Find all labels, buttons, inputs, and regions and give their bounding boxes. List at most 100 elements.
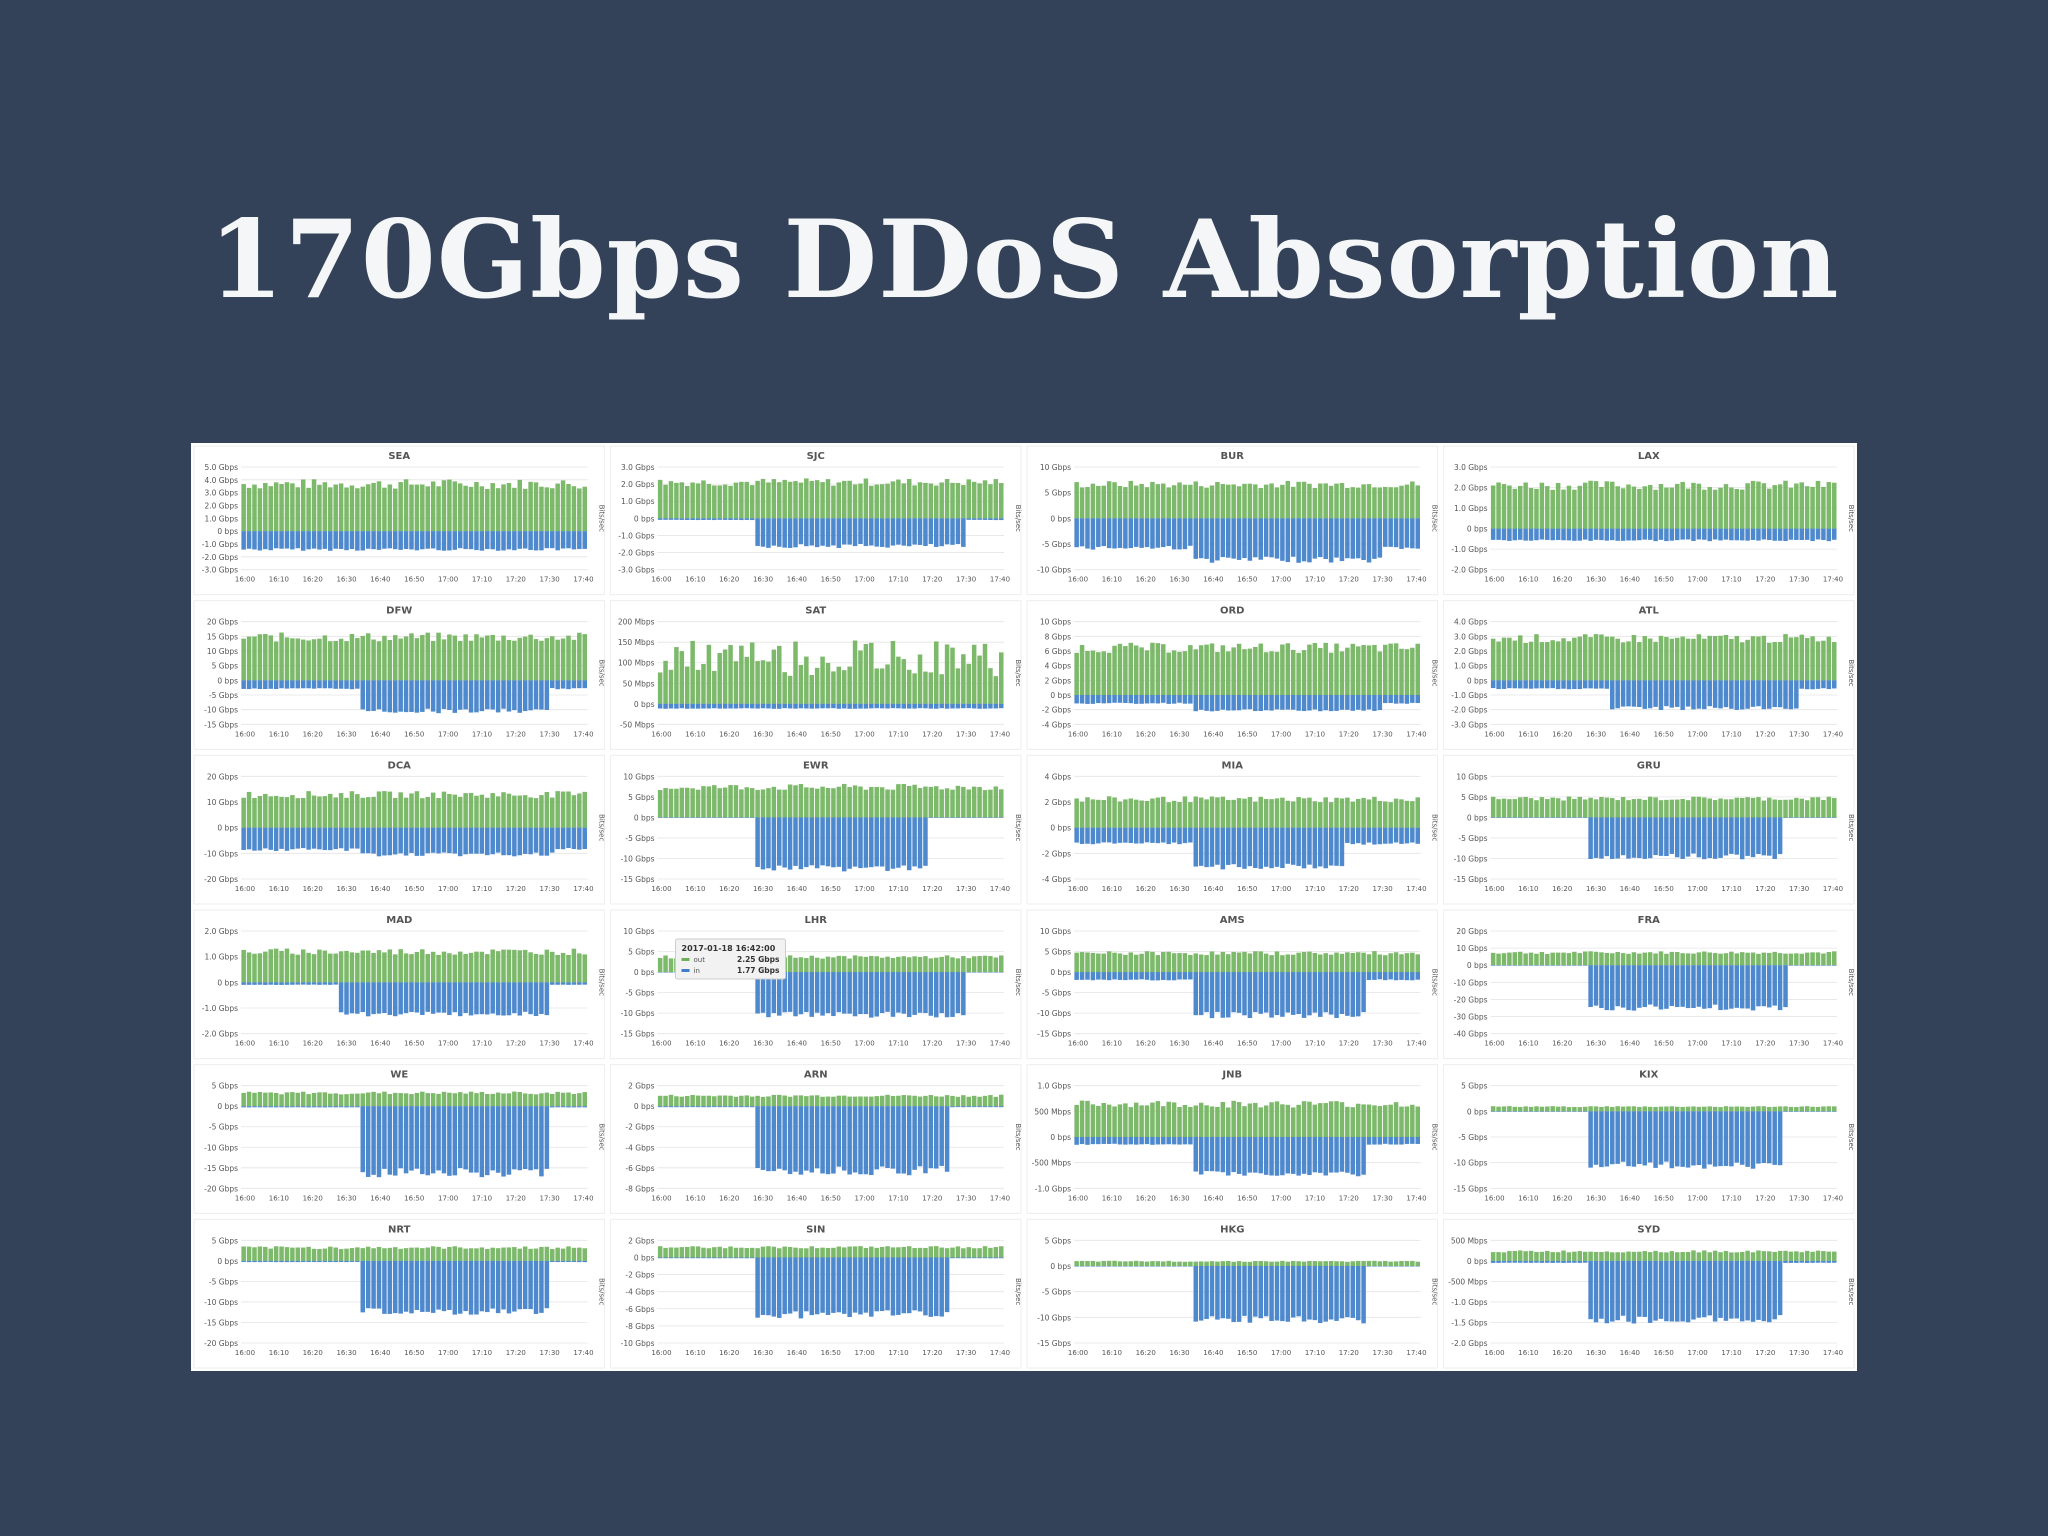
out-bar xyxy=(355,1247,360,1261)
out-bar xyxy=(1393,643,1399,695)
in-bar xyxy=(766,1257,771,1316)
y-tick-label: -8 Gbps xyxy=(625,1184,654,1193)
out-bar xyxy=(1831,482,1837,529)
in-bar xyxy=(1658,965,1664,1010)
out-bar xyxy=(1777,641,1783,681)
in-bar xyxy=(1106,827,1112,843)
out-bar xyxy=(1783,634,1788,681)
out-bar xyxy=(906,1246,912,1258)
in-bar xyxy=(257,680,263,690)
out-bar xyxy=(1647,1106,1653,1112)
in-bar xyxy=(566,827,571,849)
in-bar xyxy=(1231,1137,1236,1173)
in-bar xyxy=(263,680,268,689)
in-bar xyxy=(1517,1260,1523,1263)
out-bar xyxy=(479,486,485,532)
out-bar xyxy=(1334,797,1339,828)
in-bar xyxy=(1767,528,1772,541)
out-bar xyxy=(344,1248,349,1261)
out-bar xyxy=(798,664,804,704)
in-bar xyxy=(749,817,755,818)
out-bar xyxy=(517,795,523,828)
x-tick-label: 16:30 xyxy=(1169,885,1189,893)
out-bar xyxy=(1664,637,1669,681)
y-tick-label: -1.0 Gbps xyxy=(202,540,238,549)
out-bar xyxy=(1555,1106,1561,1112)
in-bar xyxy=(474,827,479,854)
out-bar xyxy=(1826,482,1832,529)
out-bar xyxy=(863,1247,869,1258)
out-bar xyxy=(1501,637,1507,681)
in-bar xyxy=(1496,680,1501,690)
out-bar xyxy=(322,635,328,681)
in-bar xyxy=(1761,680,1767,710)
in-bar xyxy=(387,1106,393,1175)
out-bar xyxy=(657,790,663,818)
out-bar xyxy=(1339,1261,1345,1266)
in-bar xyxy=(409,531,414,550)
out-bar xyxy=(517,1248,523,1261)
in-bar xyxy=(917,817,923,869)
out-bar xyxy=(1323,953,1328,973)
out-bar xyxy=(463,1093,468,1107)
in-bar xyxy=(371,1106,376,1175)
in-bar xyxy=(1383,1266,1388,1267)
out-bar xyxy=(555,1091,560,1107)
in-bar xyxy=(311,1106,317,1108)
out-bar xyxy=(392,1092,398,1107)
out-bar xyxy=(1507,485,1512,529)
in-bar xyxy=(782,817,787,868)
y-tick-label: 0 bps xyxy=(1467,1107,1488,1116)
out-bar xyxy=(722,1248,728,1258)
out-bar xyxy=(1723,484,1729,529)
out-bar xyxy=(998,955,1004,973)
out-bar xyxy=(403,953,409,983)
out-bar xyxy=(1269,1102,1274,1137)
out-bar xyxy=(917,1096,923,1107)
out-bar xyxy=(1810,1251,1815,1261)
out-bar xyxy=(1198,954,1204,973)
out-bar xyxy=(1350,643,1356,695)
side-axis-label: Bits/sec xyxy=(1431,505,1439,532)
y-tick-label: 5 Gbps xyxy=(1045,1236,1071,1245)
in-bar xyxy=(684,1257,690,1259)
out-bar xyxy=(1388,802,1393,828)
in-bar xyxy=(879,703,885,709)
in-bar xyxy=(760,1257,766,1316)
out-bar xyxy=(1642,952,1648,966)
in-bar xyxy=(1372,1266,1377,1267)
in-bar xyxy=(1674,528,1680,541)
in-bar xyxy=(1312,827,1318,869)
out-bar xyxy=(1539,1106,1545,1112)
out-bar xyxy=(712,1247,717,1258)
out-bar xyxy=(1490,1252,1496,1261)
in-bar xyxy=(950,703,955,709)
out-bar xyxy=(934,1246,939,1258)
in-bar xyxy=(744,1106,750,1108)
side-axis-label: Bits/sec xyxy=(1847,814,1855,841)
in-bar xyxy=(512,680,517,711)
out-bar xyxy=(522,488,528,532)
x-tick-label: 17:10 xyxy=(1721,1349,1741,1357)
out-bar xyxy=(923,1247,928,1258)
y-tick-label: 1.0 Gbps xyxy=(1037,1082,1071,1091)
in-bar xyxy=(479,1106,485,1178)
in-bar xyxy=(306,827,311,850)
in-bar xyxy=(1198,1137,1204,1175)
in-bar xyxy=(490,982,495,1014)
in-bar xyxy=(814,817,820,869)
in-bar xyxy=(279,827,284,849)
in-bar xyxy=(955,1257,961,1259)
out-bar xyxy=(246,487,252,532)
x-tick-label: 16:50 xyxy=(1237,1194,1257,1202)
out-bar xyxy=(566,1246,571,1261)
out-bar xyxy=(1593,951,1599,966)
out-bar xyxy=(1085,952,1090,973)
in-bar xyxy=(657,518,663,520)
side-axis-label: Bits/sec xyxy=(1431,659,1439,686)
out-bar xyxy=(1236,1261,1242,1266)
out-bar xyxy=(441,1091,447,1107)
panel-title: SYD xyxy=(1637,1224,1660,1235)
in-bar xyxy=(577,827,582,850)
